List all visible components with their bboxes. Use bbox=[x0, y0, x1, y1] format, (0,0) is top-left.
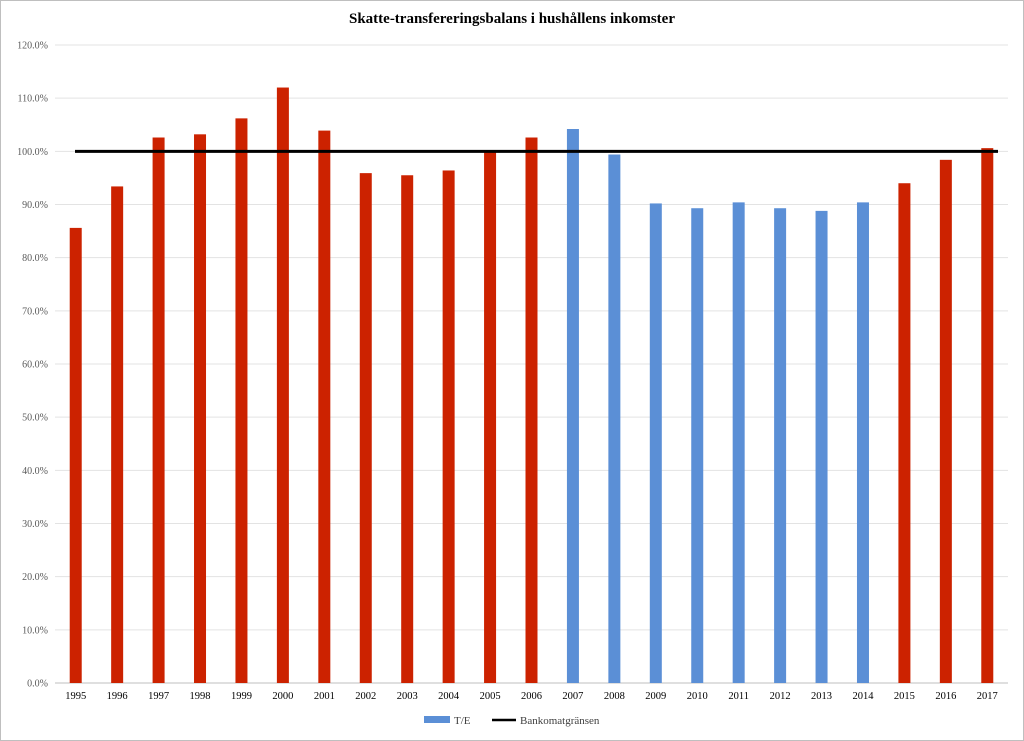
bar-2002 bbox=[359, 173, 372, 684]
x-tick-label: 2017 bbox=[977, 691, 998, 702]
y-tick-label: 100.0% bbox=[17, 147, 48, 158]
legend-label-bankomat: Bankomatgränsen bbox=[520, 715, 600, 727]
legend-swatch-te bbox=[424, 716, 450, 723]
bar-1995 bbox=[69, 227, 82, 684]
x-tick-label: 2005 bbox=[480, 691, 501, 702]
y-tick-label: 110.0% bbox=[18, 94, 48, 105]
bar-2010 bbox=[691, 208, 704, 683]
bar-2014 bbox=[856, 202, 869, 683]
bar-2004 bbox=[442, 170, 455, 683]
x-tick-label: 2012 bbox=[770, 691, 791, 702]
bar-2005 bbox=[484, 151, 497, 684]
x-tick-label: 2009 bbox=[645, 691, 666, 702]
x-tick-label: 1995 bbox=[65, 691, 86, 702]
bar-2012 bbox=[774, 208, 787, 683]
x-tick-label: 2007 bbox=[562, 691, 583, 702]
y-axis-ticks: 0.0% 10.0% 20.0% 30.0% 40.0% 50.0% 60.0% 70.0% 8… bbox=[17, 41, 48, 690]
bar-2017 bbox=[981, 148, 994, 684]
x-tick-label: 2004 bbox=[438, 691, 460, 702]
legend: T/E Bankomatgränsen bbox=[424, 715, 600, 727]
legend-label-te: T/E bbox=[454, 715, 471, 727]
x-tick-label: 2001 bbox=[314, 691, 335, 702]
bar-2006 bbox=[525, 137, 538, 683]
y-tick-label: 90.0% bbox=[22, 200, 48, 211]
bar-2016 bbox=[939, 159, 952, 684]
y-tick-label: 50.0% bbox=[22, 413, 48, 424]
bars bbox=[69, 87, 994, 684]
x-tick-label: 1999 bbox=[231, 691, 252, 702]
y-tick-label: 120.0% bbox=[17, 41, 48, 52]
y-tick-label: 70.0% bbox=[22, 306, 48, 317]
x-tick-label: 2013 bbox=[811, 691, 832, 702]
y-tick-label: 60.0% bbox=[22, 360, 48, 371]
x-tick-label: 2010 bbox=[687, 691, 708, 702]
bar-2013 bbox=[815, 210, 828, 683]
bar-2001 bbox=[318, 130, 331, 683]
y-tick-label: 10.0% bbox=[22, 625, 48, 636]
y-tick-label: 30.0% bbox=[22, 519, 48, 530]
x-tick-label: 2008 bbox=[604, 691, 625, 702]
bar-2003 bbox=[401, 175, 414, 683]
x-tick-label: 2003 bbox=[397, 691, 418, 702]
bar-2011 bbox=[732, 202, 745, 683]
x-tick-label: 2014 bbox=[852, 691, 874, 702]
x-tick-label: 2015 bbox=[894, 691, 915, 702]
bar-1998 bbox=[194, 134, 207, 683]
x-tick-label: 2002 bbox=[355, 691, 376, 702]
bar-2008 bbox=[608, 154, 621, 684]
bar-2009 bbox=[649, 203, 662, 684]
x-tick-label: 1997 bbox=[148, 691, 169, 702]
y-tick-label: 20.0% bbox=[22, 572, 48, 583]
bar-1999 bbox=[235, 118, 248, 684]
x-tick-label: 1998 bbox=[190, 691, 211, 702]
bar-2015 bbox=[898, 183, 911, 683]
bar-2000 bbox=[276, 87, 289, 684]
y-tick-label: 80.0% bbox=[22, 253, 48, 264]
x-axis-ticks: 1995 1996 1997 1998 1999 2000 2001 2002 2003 2004… bbox=[65, 691, 998, 702]
y-tick-label: 0.0% bbox=[27, 679, 48, 690]
bar-1996 bbox=[111, 186, 124, 683]
x-tick-label: 2006 bbox=[521, 691, 542, 702]
x-tick-label: 2016 bbox=[935, 691, 956, 702]
x-tick-label: 2000 bbox=[272, 691, 293, 702]
chart-title: Skatte-transfereringsbalans i hushållens… bbox=[349, 11, 675, 27]
x-tick-label: 1996 bbox=[107, 691, 128, 702]
bar-2007 bbox=[566, 129, 579, 684]
x-tick-label: 2011 bbox=[728, 691, 749, 702]
y-tick-label: 40.0% bbox=[22, 466, 48, 477]
bar-1997 bbox=[152, 137, 165, 683]
